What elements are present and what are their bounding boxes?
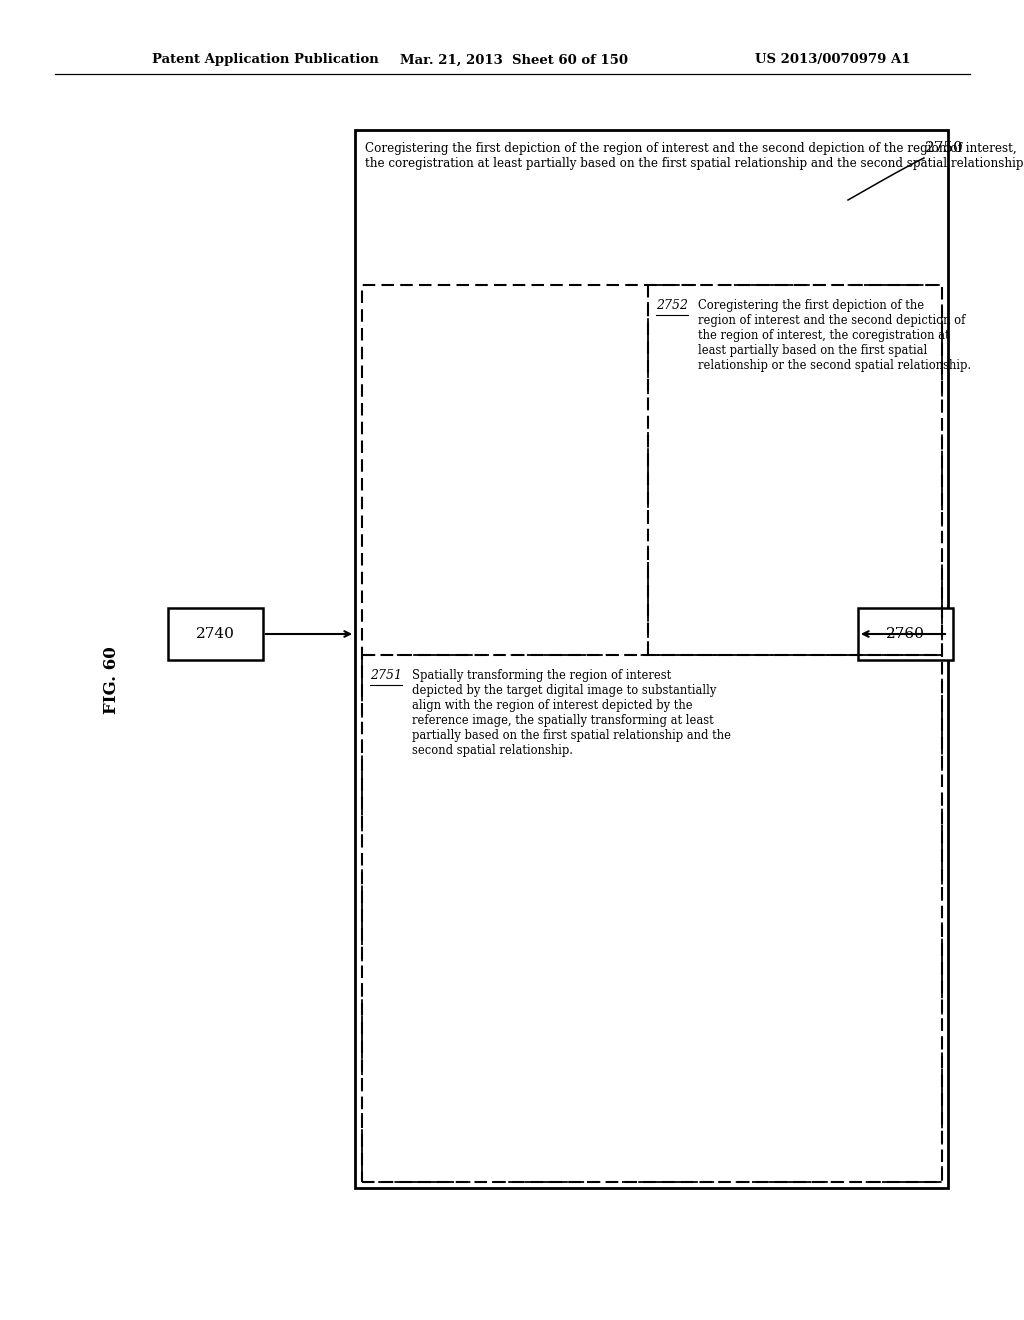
Text: Mar. 21, 2013  Sheet 60 of 150: Mar. 21, 2013 Sheet 60 of 150 [400,54,628,66]
Text: 2750: 2750 [925,141,964,154]
Text: US 2013/0070979 A1: US 2013/0070979 A1 [755,54,910,66]
Text: 2760: 2760 [886,627,925,642]
Text: 2740: 2740 [196,627,234,642]
FancyBboxPatch shape [355,129,948,1188]
FancyBboxPatch shape [858,609,953,660]
Text: Patent Application Publication: Patent Application Publication [152,54,379,66]
FancyBboxPatch shape [168,609,263,660]
Text: FIG. 60: FIG. 60 [103,645,121,714]
Text: 2752: 2752 [656,300,688,312]
Text: 2751: 2751 [370,669,402,682]
Text: Spatially transforming the region of interest
depicted by the target digital ima: Spatially transforming the region of int… [412,669,731,756]
Text: Coregistering the first depiction of the region of interest and the second depic: Coregistering the first depiction of the… [365,143,1024,170]
Text: Coregistering the first depiction of the
region of interest and the second depic: Coregistering the first depiction of the… [698,300,971,372]
